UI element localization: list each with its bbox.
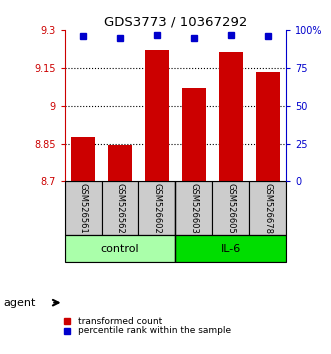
Bar [71, 137, 95, 181]
Text: percentile rank within the sample: percentile rank within the sample [78, 326, 231, 336]
Bar [175, 181, 213, 235]
Text: IL-6: IL-6 [221, 244, 241, 253]
Bar [219, 52, 243, 181]
Text: GSM526561: GSM526561 [78, 183, 87, 234]
Text: transformed count: transformed count [78, 317, 162, 326]
Text: GSM526562: GSM526562 [116, 183, 124, 234]
Bar [145, 50, 169, 181]
Text: GSM526678: GSM526678 [263, 183, 272, 234]
Text: GSM526602: GSM526602 [153, 183, 162, 234]
Bar [249, 181, 286, 235]
Bar [65, 181, 102, 235]
Bar [102, 181, 138, 235]
Bar [108, 145, 132, 181]
Bar [138, 181, 175, 235]
Text: control: control [101, 244, 139, 253]
Bar [65, 235, 175, 262]
Bar [175, 235, 286, 262]
Text: GSM526603: GSM526603 [189, 183, 198, 234]
Title: GDS3773 / 10367292: GDS3773 / 10367292 [104, 16, 247, 29]
Bar [182, 88, 206, 181]
Bar [256, 72, 280, 181]
Bar [213, 181, 249, 235]
Text: agent: agent [3, 298, 36, 308]
Text: GSM526605: GSM526605 [226, 183, 235, 234]
